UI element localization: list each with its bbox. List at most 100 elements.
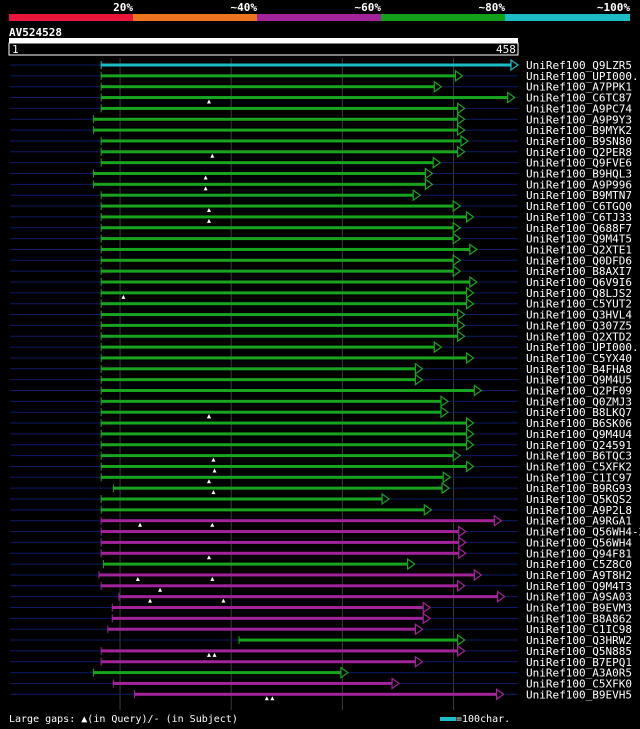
hit-row[interactable]: UniRef100_C5YUT2 xyxy=(10,297,632,311)
hit-label[interactable]: UniRef100_Q2XTD2 xyxy=(526,330,632,343)
hit-row[interactable]: UniRef100_B7EPQ1 xyxy=(10,655,632,669)
hit-row[interactable]: UniRef100_Q2XTE1 xyxy=(10,243,632,256)
hit-row[interactable]: UniRef100_Q688F7 xyxy=(10,221,632,235)
hit-row[interactable]: UniRef100_B9EVH5 xyxy=(10,688,632,701)
hit-label[interactable]: UniRef100_UPI000... xyxy=(526,70,640,83)
hit-label[interactable]: UniRef100_B9EVH5 xyxy=(526,688,632,701)
hit-label[interactable]: UniRef100_C6TGQ0 xyxy=(526,200,632,213)
hit-label[interactable]: UniRef100_Q2XTE1 xyxy=(526,243,632,256)
hit-row[interactable]: UniRef100_A9P996 xyxy=(10,178,632,191)
hit-label[interactable]: UniRef100_B9HQL3 xyxy=(526,168,632,181)
hit-label[interactable]: UniRef100_B4FHA8 xyxy=(526,363,632,376)
hit-row[interactable]: UniRef100_Q9FVE6 xyxy=(10,156,632,170)
hit-row[interactable]: UniRef100_C6TC87 xyxy=(10,91,632,105)
hit-row[interactable]: UniRef100_Q3HRW2 xyxy=(10,633,632,647)
hit-label[interactable]: UniRef100_C5Z8C0 xyxy=(526,558,632,571)
hit-row[interactable]: UniRef100_B9RG93 xyxy=(10,481,632,495)
hit-label[interactable]: UniRef100_A9P2L8 xyxy=(526,504,632,517)
hit-label[interactable]: UniRef100_C5XFK0 xyxy=(526,677,632,690)
hit-row[interactable]: UniRef100_Q307Z5 xyxy=(10,319,632,332)
hit-row[interactable]: UniRef100_B4FHA8 xyxy=(10,362,632,376)
hit-label[interactable]: UniRef100_A9RGA1 xyxy=(526,515,632,528)
hit-label[interactable]: UniRef100_Q9FVE6 xyxy=(526,157,632,170)
hit-label[interactable]: UniRef100_Q24591 xyxy=(526,439,632,452)
hit-label[interactable]: UniRef100_A7PPK1 xyxy=(526,81,632,94)
hit-row[interactable]: UniRef100_C5XFK0 xyxy=(10,677,632,690)
hit-row[interactable]: UniRef100_Q6V9I6 xyxy=(10,275,632,289)
hit-label[interactable]: UniRef100_Q9M4U5 xyxy=(526,374,632,387)
hit-row[interactable]: UniRef100_Q3HVL4 xyxy=(10,308,632,322)
hit-label[interactable]: UniRef100_B9MYK2 xyxy=(526,124,632,137)
hit-label[interactable]: UniRef100_C6TJ33 xyxy=(526,211,632,224)
hit-row[interactable]: UniRef100_Q2XTD2 xyxy=(10,330,632,343)
hit-label[interactable]: UniRef100_B6TQC3 xyxy=(526,450,632,463)
hit-row[interactable]: UniRef100_Q9M4T5 xyxy=(10,232,632,246)
hit-row[interactable]: UniRef100_Q5N885 xyxy=(10,644,632,658)
hit-label[interactable]: UniRef100_Q5N885 xyxy=(526,645,632,658)
hit-row[interactable]: UniRef100_Q0ZMJ3 xyxy=(10,395,632,408)
hit-row[interactable]: UniRef100_A9T8H2 xyxy=(10,568,632,582)
hit-label[interactable]: UniRef100_B8AXI7 xyxy=(526,265,632,278)
hit-label[interactable]: UniRef100_Q3HVL4 xyxy=(526,309,632,322)
hit-label[interactable]: UniRef100_Q56WH4 xyxy=(526,536,632,549)
hit-row[interactable]: UniRef100_B9HQL3 xyxy=(10,167,632,181)
hit-label[interactable]: UniRef100_Q9LZR5 xyxy=(526,59,632,72)
hit-label[interactable]: UniRef100_Q0DFD6 xyxy=(526,254,632,267)
hit-label[interactable]: UniRef100_B7EPQ1 xyxy=(526,656,632,669)
hit-row[interactable]: UniRef100_C1IC98 xyxy=(10,623,632,636)
hit-row[interactable]: UniRef100_C6TGQ0 xyxy=(10,199,632,213)
hit-row[interactable]: UniRef100_Q5KQS2 xyxy=(10,492,632,506)
hit-label[interactable]: UniRef100_Q688F7 xyxy=(526,222,632,235)
hit-row[interactable]: UniRef100_Q8LJS2 xyxy=(10,286,632,300)
hit-label[interactable]: UniRef100_C5YX40 xyxy=(526,352,632,365)
hit-row[interactable]: UniRef100_C5YX40 xyxy=(10,351,632,365)
hit-label[interactable]: UniRef100_Q9M4T5 xyxy=(526,233,632,246)
hit-row[interactable]: UniRef100_C1IC97 xyxy=(10,471,632,484)
hit-row[interactable]: UniRef100_UPI000... xyxy=(10,340,640,354)
hit-label[interactable]: UniRef100_C6TC87 xyxy=(526,92,632,105)
hit-label[interactable]: UniRef100_A9P996 xyxy=(526,178,632,191)
hit-row[interactable]: UniRef100_UPI000... xyxy=(10,69,640,83)
hit-label[interactable]: UniRef100_B9EVM3 xyxy=(526,602,632,615)
hit-row[interactable]: UniRef100_A3A0R5 xyxy=(10,666,632,680)
hit-row[interactable]: UniRef100_Q94F81 xyxy=(10,547,632,560)
hit-row[interactable]: UniRef100_Q56WH4 xyxy=(10,536,632,549)
hit-row[interactable]: UniRef100_B6SK06 xyxy=(10,416,632,430)
hit-label[interactable]: UniRef100_Q3HRW2 xyxy=(526,634,632,647)
hit-row[interactable]: UniRef100_Q9M4T3 xyxy=(10,579,632,593)
hit-row[interactable]: UniRef100_B8AXI7 xyxy=(10,264,632,278)
hit-label[interactable]: UniRef100_B9RG93 xyxy=(526,482,632,495)
hit-row[interactable]: UniRef100_B9MYK2 xyxy=(10,123,632,137)
hit-label[interactable]: UniRef100_C5XFK2 xyxy=(526,460,632,473)
hit-row[interactable]: UniRef100_A9RGA1 xyxy=(10,514,632,528)
hit-label[interactable]: UniRef100_Q2PER8 xyxy=(526,146,632,159)
hit-row[interactable]: UniRef100_B8A862 xyxy=(10,612,632,625)
hit-row[interactable]: UniRef100_Q0DFD6 xyxy=(10,254,632,267)
hit-label[interactable]: UniRef100_UPI000... xyxy=(526,341,640,354)
hit-label[interactable]: UniRef100_Q6V9I6 xyxy=(526,276,632,289)
hit-label[interactable]: UniRef100_A9P9Y3 xyxy=(526,113,632,126)
hit-row[interactable]: UniRef100_B9EVM3 xyxy=(10,601,632,615)
hit-row[interactable]: UniRef100_Q9LZR5 xyxy=(10,58,632,72)
hit-label[interactable]: UniRef100_Q56WH4-2 xyxy=(526,526,640,539)
hit-label[interactable]: UniRef100_Q5KQS2 xyxy=(526,493,632,506)
hit-label[interactable]: UniRef100_Q8LJS2 xyxy=(526,287,632,300)
hit-row[interactable]: UniRef100_B6TQC3 xyxy=(10,449,632,463)
hit-row[interactable]: UniRef100_A9PC74 xyxy=(10,102,632,115)
hit-row[interactable]: UniRef100_C5Z8C0 xyxy=(10,557,632,571)
hit-label[interactable]: UniRef100_A3A0R5 xyxy=(526,667,632,680)
hit-label[interactable]: UniRef100_B8A862 xyxy=(526,612,632,625)
hit-label[interactable]: UniRef100_B6SK06 xyxy=(526,417,632,430)
hit-row[interactable]: UniRef100_A9SA03 xyxy=(10,590,632,604)
hit-row[interactable]: UniRef100_C6TJ33 xyxy=(10,210,632,224)
hit-row[interactable]: UniRef100_C5XFK2 xyxy=(10,460,632,473)
hit-row[interactable]: UniRef100_Q56WH4-2 xyxy=(10,525,640,539)
hit-label[interactable]: UniRef100_Q9M4T3 xyxy=(526,580,632,593)
hit-label[interactable]: UniRef100_Q94F81 xyxy=(526,547,632,560)
hit-row[interactable]: UniRef100_Q9M4U5 xyxy=(10,373,632,387)
hit-row[interactable]: UniRef100_A9P9Y3 xyxy=(10,113,632,126)
hit-label[interactable]: UniRef100_A9PC74 xyxy=(526,102,632,115)
hit-label[interactable]: UniRef100_B9SN80 xyxy=(526,135,632,148)
hit-row[interactable]: UniRef100_Q24591 xyxy=(10,438,632,452)
hit-label[interactable]: UniRef100_C5YUT2 xyxy=(526,298,632,311)
